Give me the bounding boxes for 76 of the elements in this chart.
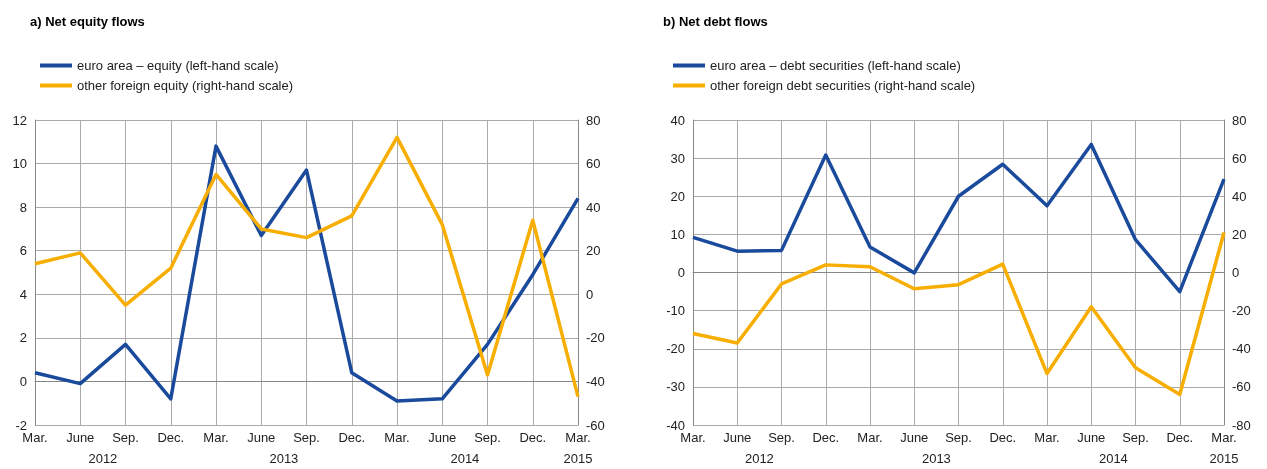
y2-tick-label: 0 [1232, 265, 1240, 280]
y2-tick-label: -20 [1232, 303, 1251, 319]
line-series [691, 142, 1226, 294]
y2-tick-label: -40 [586, 373, 605, 389]
legend-label: other foreign equity (right-hand scale) [77, 78, 294, 93]
y2-tick-label: -20 [586, 330, 605, 346]
x-tick-label: Mar. [384, 430, 410, 445]
y-tick-label: -10 [666, 303, 685, 319]
text: 2014 [450, 451, 480, 466]
x-tick-label: Dec. [519, 430, 547, 445]
chart-title: b) Net debt flows [663, 14, 768, 29]
legend-label: other foreign debt securities (right-hand scale) [710, 78, 976, 93]
y-tick-label: 12 [12, 112, 27, 128]
legend-label: euro area – debt securities (left-hand scale) [710, 58, 961, 73]
y-tick-label: 0 [19, 373, 27, 389]
x-tick-label: Sep. [768, 430, 795, 445]
line-series [691, 230, 1226, 397]
x-tick-label: Sep. [293, 430, 320, 445]
x-tick-label: Mar. [203, 430, 229, 445]
x-tick-label: June [247, 430, 276, 445]
y2-tick-label: 60 [1232, 150, 1247, 166]
chart-title: a) Net equity flows [30, 14, 145, 29]
x-tick-label: June [428, 430, 457, 445]
y2-tick-label: 0 [586, 286, 594, 302]
y-tick-label: -20 [666, 341, 685, 357]
x-tick-label: Sep. [945, 430, 972, 445]
y-tick-label: -2 [15, 417, 27, 433]
x-tick-label: Dec. [812, 430, 840, 445]
x-tick-label: Mar. [565, 430, 591, 445]
x-tick-label: June [900, 430, 929, 445]
text: 2015 [1209, 451, 1239, 466]
legend-label: euro area – equity (left-hand scale) [77, 58, 279, 73]
y2-tick-label: 20 [586, 243, 601, 259]
y-tick-label: 40 [670, 112, 685, 128]
y-tick-label: 8 [19, 199, 27, 215]
x-tick-label: June [723, 430, 752, 445]
y2-tick-label: 80 [1232, 112, 1247, 128]
text: 2013 [269, 451, 299, 466]
y2-tick-label: -60 [1232, 379, 1251, 395]
x-tick-label: Dec. [989, 430, 1017, 445]
x-tick-label: Dec. [1166, 430, 1194, 445]
text: 2012 [88, 451, 118, 466]
x-tick-label: Dec. [157, 430, 185, 445]
x-tick-label: Sep. [112, 430, 139, 445]
x-tick-label: Mar. [857, 430, 883, 445]
y2-tick-label: -80 [1232, 417, 1251, 433]
x-tick-label: Mar. [1211, 430, 1237, 445]
y-tick-label: 20 [670, 188, 685, 204]
x-tick-label: June [1077, 430, 1106, 445]
y2-tick-label: -60 [586, 417, 605, 433]
x-tick-label: Dec. [338, 430, 366, 445]
x-tick-label: Mar. [22, 430, 48, 445]
text: 2013 [921, 451, 951, 466]
y-tick-label: 2 [19, 330, 27, 346]
y2-tick-label: 60 [586, 156, 601, 172]
y-tick-label: 4 [19, 286, 27, 302]
y-tick-label: 30 [670, 150, 685, 166]
y2-tick-label: -40 [1232, 341, 1251, 357]
y-tick-label: -40 [666, 417, 685, 433]
x-tick-label: June [66, 430, 95, 445]
y2-tick-label: 40 [1232, 188, 1247, 204]
text: 2015 [563, 451, 593, 466]
x-tick-label: Sep. [1122, 430, 1149, 445]
x-tick-label: Mar. [680, 430, 706, 445]
x-tick-label: Mar. [1034, 430, 1060, 445]
y-tick-label: 6 [19, 243, 27, 259]
text: 2014 [1098, 451, 1128, 466]
y2-tick-label: 80 [586, 112, 601, 128]
y2-tick-label: 20 [1232, 226, 1247, 242]
y-tick-label: 10 [12, 156, 27, 172]
y-tick-label: 10 [670, 226, 685, 242]
x-tick-label: Sep. [474, 430, 501, 445]
text: 2012 [744, 451, 774, 466]
y-tick-label: 0 [677, 265, 685, 280]
y2-tick-label: 40 [586, 199, 601, 215]
y-tick-label: -30 [666, 379, 685, 395]
